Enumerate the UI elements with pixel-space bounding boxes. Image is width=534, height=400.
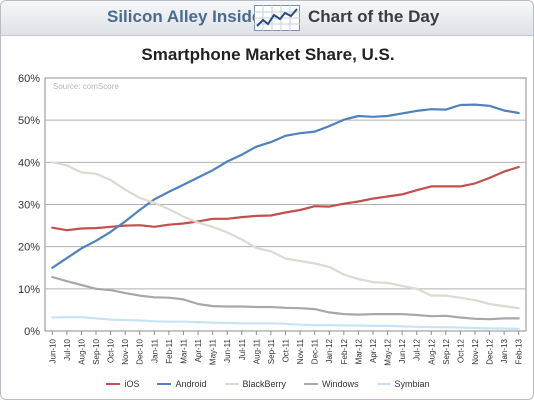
- legend-item-android: Android: [157, 379, 207, 389]
- x-tick-label: Jan-12: [325, 338, 334, 363]
- x-tick-label: Jul-10: [63, 338, 72, 360]
- x-tick-label: Nov-11: [296, 338, 305, 364]
- y-tick-label: 30%: [18, 200, 40, 212]
- chart-of-the-day-label: Chart of the Day: [308, 7, 440, 26]
- legend-swatch: [304, 383, 319, 385]
- x-tick-label: Jun-12: [398, 338, 407, 363]
- y-tick-label: 10%: [18, 284, 40, 296]
- series-line-windows: [51, 275, 520, 321]
- y-tick-label: 40%: [18, 157, 40, 169]
- x-tick-label: Aug-11: [252, 338, 261, 364]
- legend-swatch: [106, 383, 121, 385]
- series-line-ios: [51, 165, 520, 232]
- y-tick-label: 20%: [18, 242, 40, 254]
- series-line-symbian: [51, 316, 520, 330]
- x-tick-label: May-12: [384, 338, 393, 365]
- series-line-blackberry: [51, 161, 520, 310]
- x-tick-label: Dec-12: [486, 338, 495, 364]
- legend-label: Windows: [322, 379, 359, 389]
- x-tick-label: Feb-12: [340, 338, 349, 364]
- x-tick-label: Jun-10: [48, 338, 57, 363]
- legend-swatch: [376, 383, 391, 385]
- x-tick-label: Sep-12: [442, 338, 451, 364]
- legend-label: Android: [175, 379, 207, 389]
- x-tick-label: Oct-10: [107, 338, 116, 363]
- x-tick-label: Nov-12: [471, 338, 480, 364]
- x-tick-label: Sep-11: [267, 338, 276, 364]
- x-tick-label: Oct-12: [456, 338, 465, 363]
- x-tick-label: Aug-10: [77, 338, 86, 364]
- source-note: Source: comScore: [53, 82, 119, 91]
- x-tick-label: Feb-13: [515, 338, 524, 364]
- x-tick-label: Mar-12: [354, 338, 363, 364]
- legend-swatch: [224, 383, 239, 385]
- chart-title: Smartphone Market Share, U.S.: [141, 45, 395, 64]
- legend-label: iOS: [124, 379, 140, 389]
- header-banner: Silicon Alley Insider Chart of the Day: [1, 1, 533, 36]
- legend-item-blackberry: BlackBerry: [224, 379, 287, 389]
- x-tick-label: Jun-11: [223, 338, 232, 362]
- y-tick-label: 0%: [24, 326, 40, 338]
- legend-item-symbian: Symbian: [376, 379, 430, 389]
- legend-label: Symbian: [394, 379, 430, 389]
- x-tick-label: Oct-11: [282, 338, 291, 362]
- x-tick-label: Jan-11: [150, 338, 159, 362]
- mini-chart-icon: [254, 5, 300, 31]
- x-tick-label: Feb-11: [165, 338, 174, 363]
- x-tick-label: Jul-11: [238, 338, 247, 360]
- x-tick-label: Apr-11: [194, 338, 203, 362]
- x-tick-label: Nov-10: [121, 338, 130, 364]
- x-tick-label: Aug-12: [427, 338, 436, 364]
- x-tick-label: May-11: [209, 338, 218, 365]
- brand-name: Silicon Alley Insider: [107, 7, 268, 26]
- x-tick-label: Jan-13: [500, 338, 509, 363]
- x-tick-label: Sep-10: [92, 338, 101, 364]
- series-line-android: [51, 103, 520, 269]
- chart-legend: iOS Android BlackBerry Windows Symbian: [1, 379, 533, 389]
- legend-item-ios: iOS: [106, 379, 139, 389]
- y-tick-label: 60%: [18, 73, 40, 85]
- y-tick-label: 50%: [18, 115, 40, 127]
- x-tick-label: Dec-10: [136, 338, 145, 364]
- x-tick-label: Mar-11: [179, 338, 188, 363]
- x-tick-label: Apr-12: [369, 338, 378, 363]
- legend-item-windows: Windows: [304, 379, 359, 389]
- x-tick-label: Jul-12: [413, 338, 422, 360]
- x-tick-label: Dec-11: [311, 338, 320, 364]
- legend-swatch: [157, 383, 172, 385]
- legend-label: BlackBerry: [242, 379, 287, 389]
